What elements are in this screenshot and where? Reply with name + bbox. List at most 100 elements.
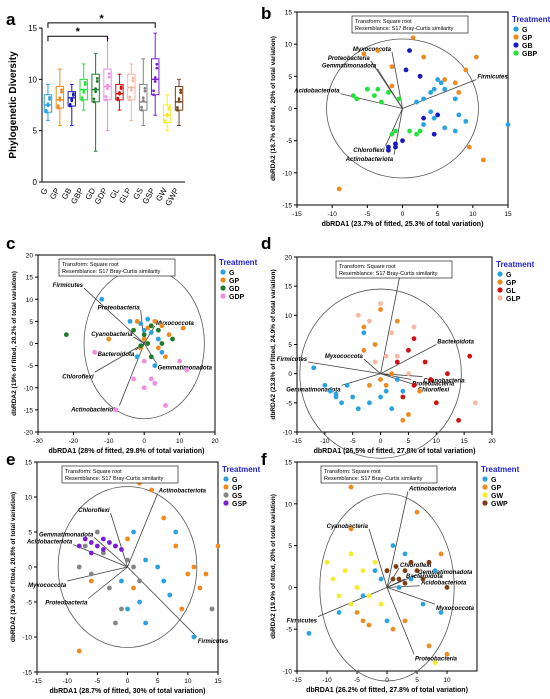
point-GP (383, 382, 389, 388)
point-G (378, 394, 383, 400)
x-tick-label: 10 (443, 677, 451, 684)
point-GP (389, 64, 395, 70)
point-GLP (372, 359, 378, 365)
legend-label-G: G (522, 27, 528, 34)
point-G (131, 529, 136, 535)
x-tick-label: 5 (156, 678, 160, 685)
box-sample-dot (94, 90, 98, 94)
box-sample-dot (82, 88, 86, 92)
legend-marker-GDP (220, 293, 226, 299)
vector-label: Actinobacteriota (345, 157, 394, 163)
point-GP (400, 417, 406, 423)
legend-title: Treatment (222, 465, 261, 474)
vector-line (386, 587, 436, 605)
point-G (383, 388, 389, 394)
point-GLP (389, 330, 395, 336)
legend-marker-G (220, 269, 226, 275)
legend-label-GL: GL (506, 288, 516, 295)
box-sample-dot (95, 76, 99, 80)
box-sample-dot (92, 97, 96, 101)
box-sample-dot (155, 62, 159, 66)
vector-label: Firmicutes (277, 357, 308, 363)
y-tick-label: 10 (285, 42, 293, 49)
point-G (361, 330, 367, 336)
point-G (350, 394, 356, 400)
significance-bracket (47, 22, 156, 28)
panel-a-x-tick-label: GDP (93, 187, 109, 207)
plot-frame (37, 254, 216, 433)
legend-marker-GS (223, 492, 229, 498)
y-tick-label: -5 (286, 627, 292, 634)
y-tick-label: 10 (26, 297, 34, 304)
box-sample-dot (140, 105, 144, 109)
point-GB (403, 67, 409, 73)
point-GL (445, 371, 450, 377)
point-G (452, 96, 458, 102)
x-tick-label: 0 (142, 438, 146, 445)
vector-line (83, 287, 145, 344)
point-G (442, 86, 448, 92)
box-sample-dot (164, 119, 167, 122)
point-G (155, 564, 161, 570)
point-GW (348, 551, 354, 557)
legend-marker-GP (220, 277, 226, 283)
point-GLP (367, 318, 372, 324)
point-GP (76, 648, 82, 654)
point-G (173, 529, 179, 535)
point-GP (348, 526, 354, 532)
panel-a-x-tick-label: GP (48, 187, 62, 202)
vector-label: Proteobacteria (328, 56, 371, 62)
point-G (333, 394, 339, 400)
point-GP (125, 536, 130, 542)
point-G (134, 354, 140, 360)
point-GLP (406, 371, 411, 377)
box-sample-dot (140, 108, 144, 112)
legend-label-G: G (232, 477, 238, 484)
point-GLP (394, 353, 400, 359)
point-G (125, 606, 130, 612)
x-tick-label: -10 (327, 211, 337, 218)
vector-label: Gemmatimonadota (418, 570, 473, 576)
box-sample-dot (72, 92, 75, 96)
panel-e-ordination: -15 -10 -5 0 5 10 15 -15 -10 -5 0 5 10 15 dbRDA1 (28.7… (10, 460, 261, 696)
point-GP (106, 336, 112, 342)
point-GS (82, 543, 88, 549)
legend-title: Treatment (481, 465, 520, 474)
point-GP (417, 388, 422, 394)
y-tick-label: 5 (28, 530, 32, 537)
panel-a-y-tick-label: 0 (33, 178, 38, 187)
point-GSP (107, 540, 112, 545)
point-GL (456, 417, 461, 423)
point-GDP (92, 349, 98, 355)
x-axis-label: dbRDA1 (26.2% of fitted, 27.8% of total … (306, 687, 468, 694)
point-GLP (378, 301, 383, 307)
x-tick-label: -15 (292, 211, 302, 218)
resemblance-text: Resemblance: S17 Bray-Curtis similarity (62, 269, 161, 275)
point-G (328, 388, 333, 394)
resemblance-text: Resemblance: S17 Bray-Curtis similarity (324, 476, 423, 482)
point-GWP (402, 568, 408, 574)
point-G (438, 80, 444, 86)
vector-label: Cyanobacteria (91, 332, 133, 338)
box-sample-dot (44, 108, 48, 112)
point-GWP (384, 568, 390, 574)
vector-label: Chloroflexi (62, 374, 94, 380)
vector-line (94, 343, 145, 373)
point-GSP (119, 547, 124, 552)
point-GS (100, 550, 106, 556)
legend-marker-GP (497, 279, 503, 285)
point-G (378, 576, 384, 582)
point-GBP (350, 93, 356, 99)
point-GDP (148, 376, 154, 382)
vector-label: Chloroflexi (418, 387, 450, 393)
vector-label: Myxococcota (325, 354, 364, 360)
y-tick-label: -10 (283, 430, 293, 437)
point-GP (452, 80, 458, 86)
point-GDP (163, 403, 168, 408)
point-GBP (379, 99, 384, 105)
point-G (148, 330, 154, 335)
y-tick-label: 0 (288, 585, 292, 592)
y-tick-label: 15 (285, 284, 293, 291)
point-GBP (407, 128, 412, 134)
